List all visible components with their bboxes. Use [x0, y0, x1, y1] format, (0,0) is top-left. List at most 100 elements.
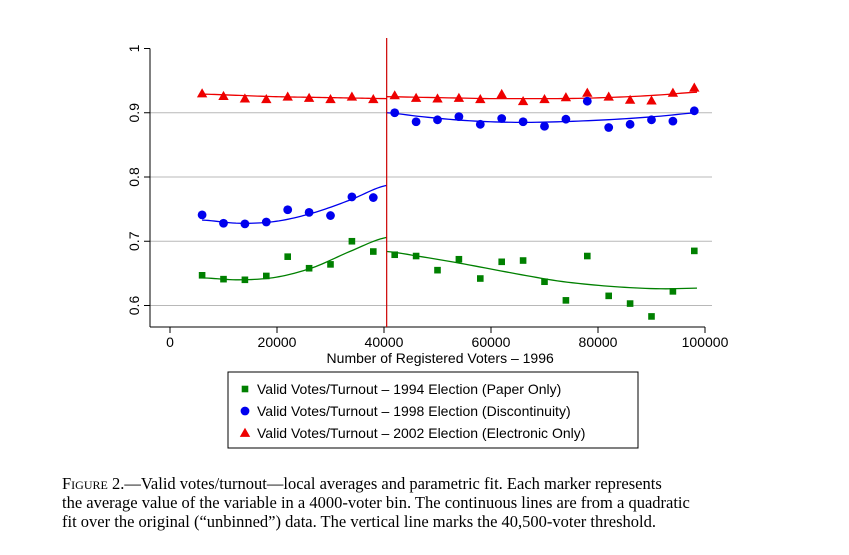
y-tick-label: 0.7 — [126, 231, 142, 251]
data-point — [219, 218, 228, 228]
data-point — [625, 119, 635, 129]
data-point — [582, 96, 592, 106]
data-point — [668, 116, 678, 126]
data-point — [348, 237, 356, 245]
data-point — [453, 92, 465, 102]
data-point — [304, 207, 314, 217]
y-tick-label: 0.6 — [126, 296, 142, 316]
data-point — [455, 255, 463, 263]
data-point — [475, 94, 486, 104]
legend-marker — [241, 385, 249, 393]
data-point — [517, 95, 529, 106]
data-point — [605, 292, 612, 300]
data-point — [582, 87, 593, 97]
chart: 0.6 0.7 0.8 0.9 1 0 20000 40000 60000 80000 100000… — [126, 38, 729, 449]
data-point — [540, 121, 549, 131]
legend-box — [227, 371, 639, 449]
data-point — [624, 94, 636, 104]
data-point — [691, 247, 698, 255]
data-point — [498, 258, 505, 266]
data-point — [284, 253, 291, 260]
data-markers — [196, 82, 700, 320]
data-point — [198, 272, 206, 279]
data-point — [220, 275, 227, 283]
data-point — [432, 93, 443, 103]
data-point — [477, 275, 484, 282]
data-point — [263, 272, 270, 280]
caption-line-1: Figure 2.—Valid votes/turnout—local aver… — [62, 474, 822, 493]
data-point — [411, 117, 421, 127]
data-point — [389, 90, 400, 100]
y-tick-label: 0.9 — [126, 103, 142, 123]
x-tick-label: 80000 — [579, 334, 618, 350]
fit-line-left — [202, 236, 387, 281]
data-point — [283, 205, 293, 215]
fit-line-right — [386, 250, 697, 290]
data-point — [475, 119, 485, 129]
legend: Valid Votes/Turnout – 1994 Election (Pap… — [227, 371, 639, 449]
data-point — [303, 92, 315, 102]
figure-caption: Figure 2.—Valid votes/turnout—local aver… — [62, 474, 822, 531]
x-axis-title: Number of Registered Voters – 1996 — [327, 350, 554, 366]
data-point — [346, 91, 358, 101]
fit-lines — [202, 91, 698, 290]
data-point — [454, 112, 464, 122]
x-tick-label: 60000 — [472, 334, 511, 350]
data-point — [433, 115, 442, 125]
data-point — [434, 266, 441, 274]
data-point — [370, 248, 377, 255]
data-point — [646, 95, 657, 105]
data-point — [347, 192, 357, 202]
grid-lines — [150, 112, 712, 306]
data-point — [647, 115, 656, 125]
data-point — [326, 211, 335, 220]
data-point — [305, 264, 313, 272]
data-point — [390, 108, 400, 118]
caption-line-2: the average value of the variable in a 4… — [62, 493, 690, 512]
caption-line-3: fit over the original (“unbinned”) data.… — [62, 512, 656, 531]
data-point — [391, 251, 398, 259]
data-point — [669, 288, 677, 295]
data-point — [410, 92, 422, 102]
data-point — [368, 193, 378, 202]
data-point — [603, 91, 614, 101]
data-point — [604, 123, 614, 132]
data-point — [539, 94, 550, 104]
data-point — [368, 94, 379, 104]
data-point — [218, 90, 229, 100]
y-tick-label: 1 — [126, 44, 142, 52]
axes: 0.6 0.7 0.8 0.9 1 0 20000 40000 60000 80000 100000 — [126, 44, 729, 350]
data-point — [689, 106, 699, 116]
data-point — [241, 276, 249, 284]
data-point — [196, 88, 208, 98]
data-point — [519, 257, 527, 264]
data-point — [584, 252, 591, 260]
fit-line-left — [202, 184, 387, 224]
data-point — [648, 313, 655, 320]
data-point — [412, 252, 420, 260]
data-point — [626, 300, 634, 307]
data-point — [562, 297, 570, 304]
y-tick-label: 0.8 — [126, 167, 142, 187]
legend-label: Valid Votes/Turnout – 1994 Election (Pap… — [257, 381, 561, 397]
x-tick-label: 0 — [166, 334, 174, 350]
x-tick-label: 20000 — [258, 334, 297, 350]
data-point — [239, 93, 251, 103]
data-point — [261, 94, 272, 104]
data-point — [561, 114, 571, 124]
data-point — [541, 278, 548, 286]
data-point — [240, 219, 250, 229]
data-point — [327, 261, 334, 268]
data-point — [560, 92, 572, 102]
data-point — [667, 87, 679, 97]
data-point — [261, 217, 271, 227]
x-tick-label: 100000 — [682, 334, 729, 350]
legend-label: Valid Votes/Turnout – 2002 Election (Ele… — [257, 425, 585, 441]
legend-marker — [239, 427, 251, 437]
data-point — [518, 117, 528, 127]
x-tick-label: 40000 — [365, 334, 404, 350]
data-point — [282, 91, 293, 101]
data-point — [689, 82, 700, 92]
caption-text: .—Valid votes/turnout—local averages and… — [120, 474, 662, 493]
fit-line-left — [202, 93, 387, 100]
